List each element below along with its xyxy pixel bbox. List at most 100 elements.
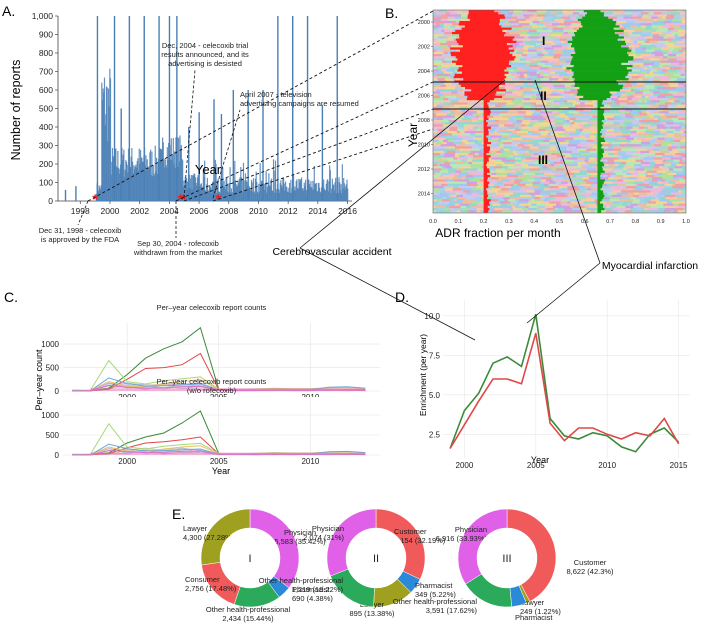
- heatmap-cell: [519, 203, 528, 207]
- heatmap-cell: [639, 106, 652, 110]
- heatmap-cell: [436, 67, 442, 70]
- heatmap-cell: [576, 14, 580, 17]
- heatmap-cell: [483, 117, 490, 121]
- donut-slice-value: 2,756 (17.48%): [185, 584, 237, 593]
- heatmap-cell: [519, 78, 529, 81]
- heatmap-cell: [579, 172, 588, 176]
- heatmap-cell: [670, 210, 675, 213]
- heatmap-cell: [499, 56, 504, 59]
- heatmap-cell: [453, 43, 460, 46]
- heatmap-cell: [595, 47, 605, 50]
- heatmap-cell: [451, 32, 462, 35]
- heatmap-cell: [457, 157, 466, 160]
- heatmap-cell: [465, 82, 472, 86]
- heatmap-cell: [597, 128, 602, 132]
- heatmap-cell: [526, 69, 532, 72]
- heatmap-cell: [550, 102, 561, 105]
- panel-a-bar: [182, 160, 184, 201]
- heatmap-cell: [524, 76, 529, 79]
- heatmap-cell: [520, 181, 531, 185]
- heatmap-cell: [456, 197, 467, 200]
- heatmap-cell: [475, 38, 487, 42]
- heatmap-cell: [653, 175, 659, 178]
- heatmap-cell: [681, 157, 686, 160]
- heatmap-cell: [519, 106, 524, 110]
- heatmap-cell: [502, 179, 511, 182]
- heatmap-cell: [646, 128, 655, 132]
- heatmap-cell: [511, 27, 524, 31]
- heatmap-cell: [645, 47, 652, 50]
- heatmap-cell: [632, 14, 639, 17]
- heatmap-cell: [618, 82, 626, 86]
- heatmap-cell: [561, 10, 570, 13]
- heatmap-cell: [516, 32, 522, 35]
- heatmap-cell: [488, 159, 496, 163]
- heatmap-cell: [449, 201, 458, 204]
- heatmap-cell: [568, 111, 580, 114]
- heatmap-cell: [494, 98, 504, 101]
- heatmap-cell: [632, 93, 644, 97]
- heatmap-cell: [586, 73, 594, 77]
- heatmap-cell: [584, 137, 597, 141]
- heatmap-cell: [666, 131, 674, 134]
- heatmap-cell: [480, 82, 486, 86]
- panel-a-bar: [104, 125, 106, 201]
- heatmap-cell: [503, 60, 510, 64]
- heatmap-cell: [612, 168, 623, 171]
- heatmap-cell: [442, 157, 446, 160]
- heatmap-cell: [644, 172, 649, 176]
- heatmap-cell: [518, 208, 523, 211]
- heatmap-cell: [636, 82, 645, 86]
- panel-a-ytick-label: 700: [39, 67, 53, 77]
- heatmap-cell: [444, 161, 451, 165]
- heatmap-cell: [593, 126, 599, 130]
- heatmap-cell: [677, 91, 685, 94]
- heatmap-cell: [491, 47, 502, 50]
- heatmap-cell: [594, 51, 605, 55]
- heatmap-cell: [541, 109, 552, 112]
- heatmap-cell: [582, 177, 590, 180]
- heatmap-cell: [527, 73, 531, 77]
- heatmap-cell: [451, 102, 460, 105]
- heatmap-cell: [640, 65, 645, 68]
- panel-a-bar: [301, 188, 303, 201]
- heatmap-cell: [564, 208, 573, 211]
- heatmap-cell: [567, 183, 575, 187]
- heatmap-cell: [534, 190, 543, 193]
- heatmap-cell: [476, 23, 489, 26]
- heatmap-cell: [526, 172, 536, 176]
- heatmap-cell: [487, 87, 500, 90]
- heatmap-cell: [489, 170, 498, 174]
- heatmap-cell: [507, 177, 515, 180]
- heatmap-cell: [469, 203, 478, 207]
- heatmap-cell: [479, 32, 489, 35]
- heatmap-cell: [539, 21, 551, 24]
- heatmap-cell: [483, 208, 490, 211]
- heatmap-cell: [594, 10, 599, 13]
- heatmap-cell: [532, 16, 544, 20]
- heatmap-cell: [464, 67, 471, 70]
- heatmap-cell: [621, 12, 626, 15]
- heatmap-cell: [567, 56, 574, 59]
- heatmap-cell: [545, 144, 558, 147]
- heatmap-cell: [610, 104, 621, 108]
- heatmap-cell: [511, 47, 517, 50]
- heatmap-cell: [508, 12, 514, 15]
- heatmap-cell: [540, 113, 553, 116]
- heatmap-cell: [597, 124, 603, 127]
- heatmap-cell: [522, 40, 528, 44]
- heatmap-cell: [653, 34, 660, 37]
- heatmap-cell: [612, 18, 624, 22]
- panel-a-bar: [338, 177, 340, 201]
- heatmap-cell: [602, 183, 608, 187]
- heatmap-cell: [519, 199, 530, 202]
- heatmap-cell: [473, 34, 480, 37]
- heatmap-cell: [650, 144, 655, 147]
- heatmap-cell: [668, 203, 674, 207]
- heatmap-cell: [585, 65, 594, 68]
- panel-a-bar: [138, 148, 140, 201]
- heatmap-cell: [685, 80, 686, 83]
- heatmap-cell: [581, 126, 590, 130]
- heatmap-cell: [554, 164, 560, 167]
